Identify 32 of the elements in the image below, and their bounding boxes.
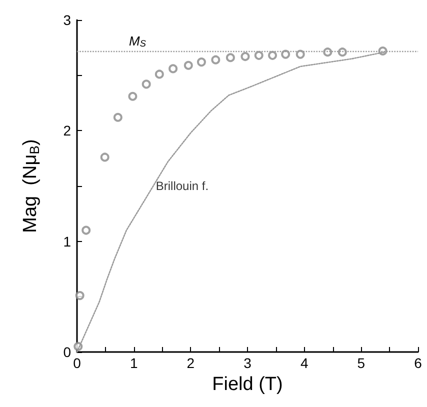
point bbox=[128, 92, 138, 101]
x-tick-label: 6 bbox=[414, 355, 422, 371]
point bbox=[281, 50, 290, 59]
y-tick-label: 0 bbox=[63, 344, 72, 360]
x-tick-label: 3 bbox=[244, 355, 252, 371]
point bbox=[75, 291, 84, 300]
y-tick-label: 1 bbox=[63, 233, 72, 250]
y-tick-label: 2 bbox=[63, 122, 72, 139]
point bbox=[240, 52, 250, 62]
point bbox=[168, 64, 178, 74]
point bbox=[226, 53, 235, 62]
point bbox=[268, 50, 278, 60]
point bbox=[184, 60, 193, 70]
x-tick-label: 2 bbox=[186, 355, 195, 371]
x-tick-label: 5 bbox=[357, 355, 366, 371]
x-axis-title: Field (T) bbox=[212, 374, 283, 395]
y-tick-label: 3 bbox=[63, 12, 72, 28]
point bbox=[82, 226, 91, 235]
ref-line-label: MS bbox=[129, 33, 146, 48]
x-tick-label: 0 bbox=[73, 355, 82, 371]
x-tick-label: 4 bbox=[300, 355, 308, 371]
point bbox=[142, 80, 151, 89]
point bbox=[211, 55, 220, 64]
x-tick-label: 1 bbox=[130, 355, 138, 371]
point bbox=[296, 50, 305, 59]
point bbox=[100, 152, 110, 162]
point bbox=[196, 58, 206, 67]
y-axis-title: Mag (NμB) bbox=[20, 139, 42, 233]
point bbox=[154, 70, 164, 79]
annotation: Brillouin f. bbox=[156, 179, 209, 193]
point bbox=[113, 112, 122, 122]
point bbox=[254, 50, 264, 60]
